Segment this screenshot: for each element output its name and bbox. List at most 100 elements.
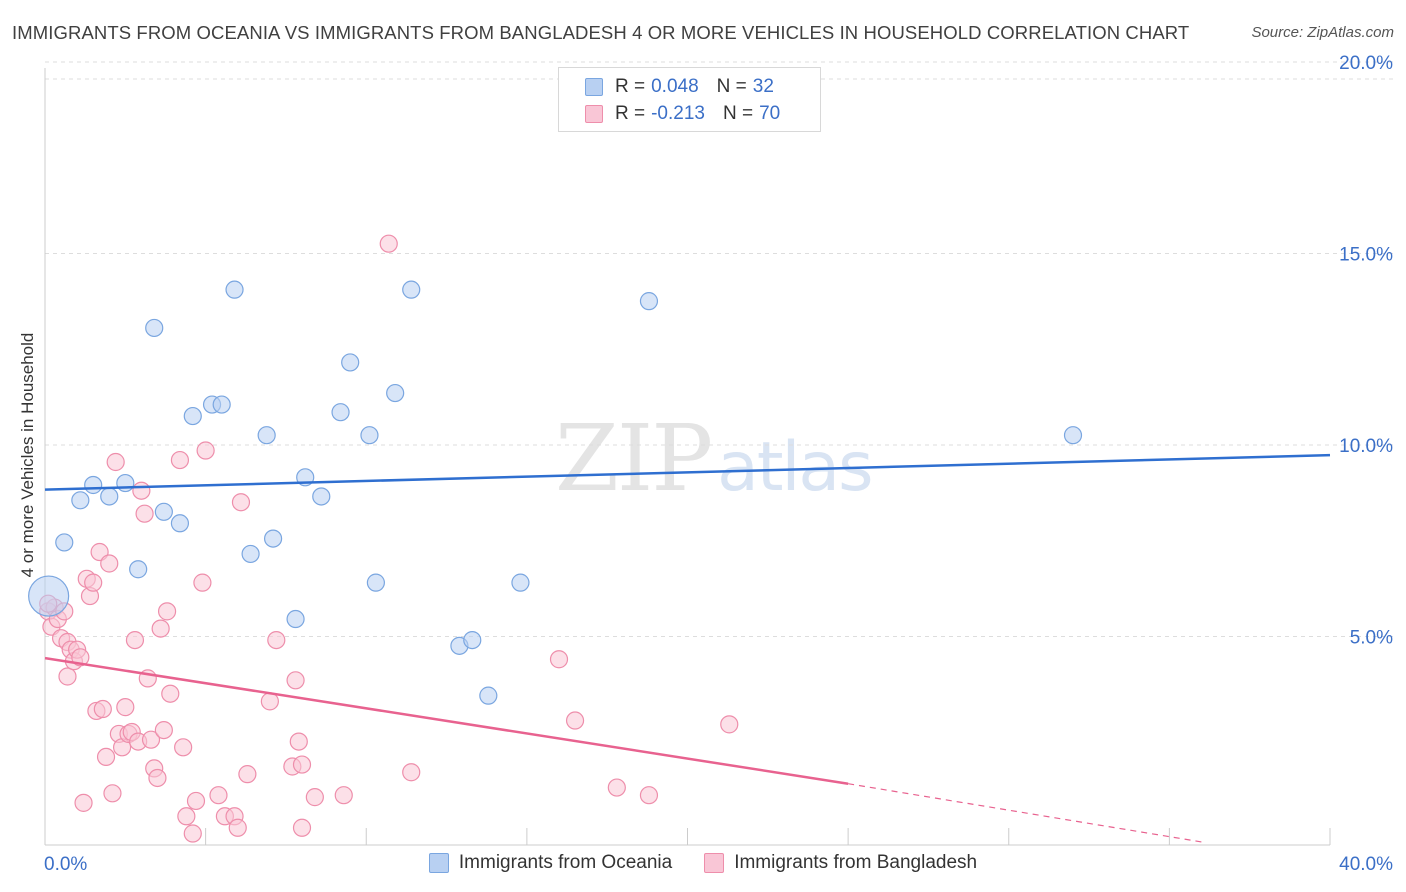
x-tick-label: 40.0%: [1339, 854, 1393, 875]
oceania-trend-line: [44, 453, 1331, 491]
y-tick-label: 10.0%: [1339, 436, 1393, 457]
bangladesh-point: [103, 784, 122, 803]
bangladesh-point: [267, 630, 286, 650]
legend-item-oceania: Immigrants from Oceania: [428, 852, 673, 874]
oceania-point: [263, 529, 283, 548]
bangladesh-point: [58, 667, 77, 686]
n-label: N =: [722, 103, 754, 124]
bangladesh-point: [177, 807, 196, 826]
oceania-point: [225, 280, 244, 299]
oceania-point: [331, 403, 350, 422]
chart-title: IMMIGRANTS FROM OCEANIA VS IMMIGRANTS FR…: [12, 22, 1190, 43]
bangladesh-legend-swatch: [704, 853, 725, 873]
bangladesh-point: [106, 452, 125, 472]
bangladesh-point: [100, 554, 119, 573]
oceania-point: [212, 395, 231, 414]
bangladesh-point: [74, 793, 93, 812]
bangladesh-point: [720, 715, 739, 734]
bangladesh-point: [93, 699, 112, 719]
oceania-point: [145, 318, 164, 338]
oceania-point: [84, 475, 103, 495]
oceania-point: [479, 686, 498, 705]
bangladesh-point: [231, 493, 251, 512]
oceania-point: [360, 426, 379, 445]
bangladesh-point: [286, 671, 305, 690]
bangladesh-point: [402, 763, 421, 782]
bangladesh-point: [71, 648, 90, 667]
bangladesh-point: [161, 684, 180, 703]
bangladesh-point: [125, 630, 145, 650]
oceania-swatch: [585, 78, 603, 96]
oceania-point: [402, 280, 421, 299]
bangladesh-point: [305, 788, 324, 807]
oceania-point: [366, 573, 385, 592]
r-label: R =: [615, 76, 646, 97]
y-tick-label: 5.0%: [1350, 628, 1393, 649]
bangladesh-point: [292, 818, 312, 837]
oceania-point: [183, 406, 202, 426]
n-label: N =: [716, 76, 747, 97]
bangladesh-point: [186, 791, 206, 811]
bangladesh-swatch: [585, 105, 603, 123]
bangladesh-point: [84, 573, 103, 592]
oceania-point: [257, 426, 276, 445]
bangladesh-point: [151, 619, 170, 638]
oceania-point: [154, 502, 173, 521]
bangladesh-point: [289, 732, 308, 751]
oceania-point: [639, 292, 659, 311]
bangladesh-point: [228, 818, 247, 837]
oceania-point: [286, 609, 305, 629]
bangladesh-point: [549, 650, 569, 669]
oceania-point: [28, 575, 70, 617]
bangladesh-point: [292, 755, 312, 774]
bangladesh-point: [196, 441, 215, 460]
bangladesh-point: [183, 824, 202, 843]
correlation-legend: R = 0.048 N = 32 R = -0.213 N = 70: [558, 67, 821, 132]
oceania-point: [170, 514, 190, 533]
r-value: -0.213: [651, 103, 705, 124]
legend-item-bangladesh: Immigrants from Bangladesh: [704, 852, 977, 874]
bangladesh-point: [379, 234, 398, 253]
oceania-point: [116, 473, 135, 493]
bangladesh-point: [132, 481, 151, 500]
bangladesh-point: [96, 747, 116, 767]
bangladesh-point: [135, 504, 154, 523]
bangladesh-point: [334, 786, 353, 805]
oceania-legend-swatch: [428, 853, 449, 873]
legend-row-oceania: R = 0.048 N = 32: [585, 75, 774, 99]
bangladesh-point: [639, 786, 659, 805]
oceania-point: [55, 533, 74, 552]
y-tick-label: 15.0%: [1339, 245, 1393, 266]
oceania-point: [463, 630, 482, 650]
bangladesh-trend-extension: [848, 783, 1202, 843]
oceania-point: [100, 487, 119, 506]
source-label: Source: ZipAtlas.com: [1251, 24, 1394, 41]
bangladesh-point: [157, 602, 177, 621]
bangladesh-point: [148, 768, 167, 788]
legend-label-oceania: Immigrants from Oceania: [458, 852, 673, 873]
y-tick-label: 20.0%: [1339, 53, 1393, 74]
oceania-point: [129, 560, 148, 579]
bangladesh-point: [209, 786, 228, 805]
series-legend: Immigrants from Oceania Immigrants from …: [0, 852, 1406, 874]
legend-row-bangladesh: R = -0.213 N = 70: [585, 102, 780, 126]
bangladesh-point: [141, 730, 161, 749]
r-value: 0.048: [651, 76, 699, 97]
bangladesh-point: [174, 738, 193, 757]
bangladesh-point: [170, 450, 190, 470]
bangladesh-trend-line: [44, 656, 849, 785]
x-tick-label: 0.0%: [44, 854, 87, 875]
r-label: R =: [615, 103, 646, 124]
bangladesh-point: [607, 778, 626, 797]
oceania-point: [511, 573, 530, 592]
watermark-zip: ZIP: [555, 405, 713, 512]
oceania-point: [386, 383, 405, 403]
n-value: 70: [759, 103, 781, 124]
oceania-point: [341, 353, 360, 372]
bangladesh-point: [565, 711, 585, 730]
oceania-point: [1063, 426, 1083, 445]
bangladesh-point: [154, 720, 173, 740]
bangladesh-point: [193, 573, 212, 592]
legend-label-bangladesh: Immigrants from Bangladesh: [734, 852, 978, 873]
